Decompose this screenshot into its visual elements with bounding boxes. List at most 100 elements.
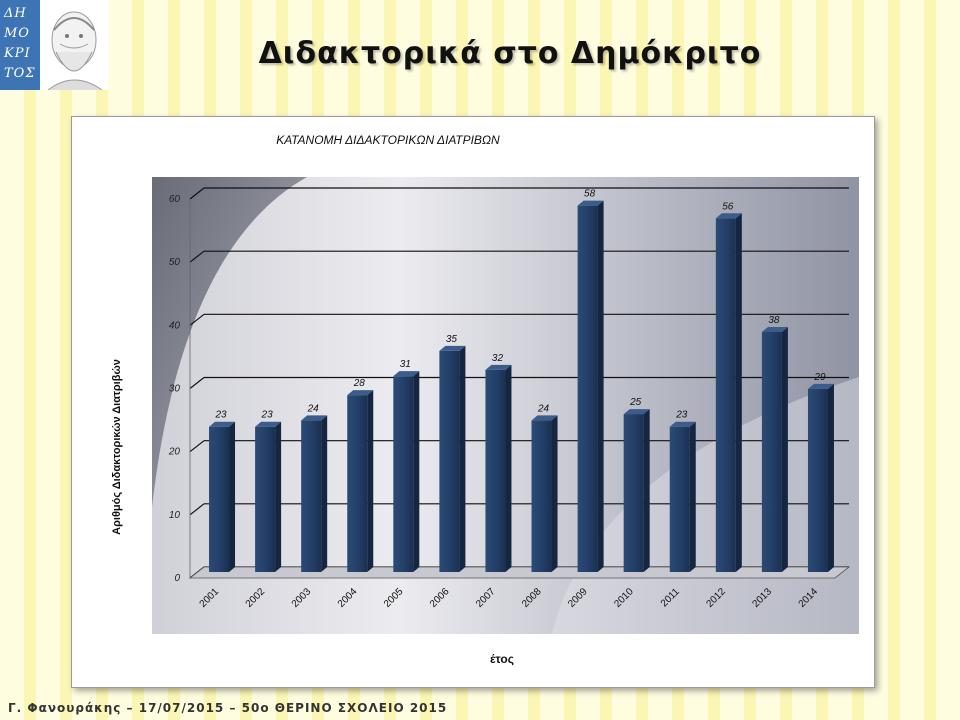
bar-chart: 23 23 24 28 31 35 32 24 58 25 23 56 38 29 0 10 20 30 40 50… [111, 133, 859, 666]
bar-front [761, 331, 782, 572]
bar-front [485, 369, 506, 572]
data-label: 32 [492, 353, 504, 364]
data-label: 23 [214, 410, 227, 421]
bar-top [301, 415, 328, 421]
bar-top [255, 421, 282, 427]
bar [715, 213, 742, 572]
bar-top [485, 364, 512, 370]
bar [255, 421, 282, 572]
bar [623, 409, 650, 572]
bar-top [439, 345, 466, 351]
x-axis-label: έτος [490, 652, 514, 666]
slide-title: Διδακτορικά στο Δημόκριτο [258, 36, 762, 71]
bar-side [643, 409, 650, 572]
gridline-diagonal [189, 250, 205, 263]
bar-side [597, 200, 604, 572]
bar-front [531, 420, 552, 572]
y-tick-label: 50 [169, 257, 181, 268]
gridline-diagonal [189, 377, 205, 389]
data-label: 24 [537, 403, 550, 414]
footer-text: Γ. Φανουράκης – 17/07/2015 – 50ο ΘΕΡΙΝΟ … [8, 701, 448, 715]
data-label: 31 [400, 359, 411, 370]
data-label: 35 [446, 334, 458, 345]
bar [807, 383, 834, 572]
chart-title: ΚΑΤΑΝΟΜΗ ΔΙΔΑΚΤΟΡΙΚΩΝ ΔΙΑΤΡΙΒΩΝ [276, 133, 500, 147]
bar [669, 421, 696, 572]
y-tick-label: 10 [169, 510, 181, 521]
data-label: 25 [629, 397, 642, 408]
y-tick-label: 20 [168, 447, 181, 458]
bar-top [531, 415, 558, 421]
bar-front [301, 420, 322, 572]
bar-front [807, 388, 828, 572]
y-tick-label: 40 [169, 320, 181, 331]
bar-front [439, 350, 460, 572]
gridline-diagonal [189, 313, 205, 326]
plot-swoosh [152, 177, 307, 507]
bar-front [255, 426, 276, 572]
bar-side [367, 390, 374, 572]
bar-top [623, 409, 650, 415]
bar [531, 415, 558, 572]
bar-side [689, 421, 696, 572]
y-tick-label: 0 [174, 573, 180, 584]
y-tick-label: 30 [169, 384, 181, 395]
data-label: 56 [722, 201, 734, 212]
bar-top [209, 421, 236, 427]
y-tick-labels: 0 10 20 30 40 50 60 [168, 194, 181, 584]
bar [301, 415, 328, 572]
bar-top [715, 213, 742, 219]
bar-side [735, 213, 742, 572]
bar [347, 390, 374, 572]
bar-front [577, 205, 598, 572]
bar-top [347, 390, 374, 396]
logo-line: ΜΟ [4, 26, 30, 41]
bar [209, 421, 236, 572]
bar-side [781, 326, 788, 572]
demokritos-logo: ΔΗ ΜΟ ΚΡΙ ΤΟΣ [0, 0, 108, 90]
bar-side [229, 421, 236, 572]
data-label: 23 [261, 410, 274, 421]
gridline-diagonal [189, 503, 205, 516]
data-label: 24 [307, 403, 320, 414]
bar-side [275, 421, 282, 572]
logo-panel: ΔΗ ΜΟ ΚΡΙ ΤΟΣ [0, 0, 40, 90]
bar [393, 371, 420, 572]
logo-line: ΤΟΣ [4, 66, 36, 81]
chart-floor [188, 566, 851, 579]
data-labels: 23 23 24 28 31 35 32 24 58 25 23 56 38 29 [214, 189, 825, 421]
y-tick-label: 60 [169, 194, 181, 205]
chart-frame: 23 23 24 28 31 35 32 24 58 25 23 56 38 29 0 10 20 30 40 50… [71, 116, 875, 688]
bar-front [669, 426, 690, 572]
democritus-bust-icon [47, 11, 103, 90]
bar-top [761, 326, 788, 332]
data-label: 28 [353, 378, 366, 389]
y-axis-label: Αριθμός Διδακτορικών Διατριβών [111, 359, 123, 535]
gridline-diagonal [189, 187, 205, 200]
bar-front [393, 376, 414, 572]
bar-side [551, 415, 558, 572]
bar-front [209, 426, 230, 572]
bar-top [669, 421, 696, 427]
bar [577, 200, 604, 572]
bar-side [827, 383, 834, 572]
data-label: 23 [675, 410, 688, 421]
bar-side [321, 415, 328, 572]
bar [439, 345, 466, 572]
bar-top [393, 371, 420, 377]
gridline-diagonal [189, 440, 205, 453]
logo-line: ΔΗ [4, 6, 27, 21]
data-label: 29 [813, 372, 826, 383]
bar [761, 326, 788, 572]
bar [485, 364, 512, 572]
bar-side [413, 371, 420, 572]
data-label: 58 [584, 189, 596, 200]
bar-side [505, 364, 512, 572]
bar-front [715, 218, 736, 572]
data-label: 38 [768, 315, 780, 326]
bar-top [577, 200, 604, 206]
bar-front [623, 414, 644, 572]
logo-line: ΚΡΙ [4, 46, 31, 61]
bars [209, 200, 834, 572]
bar-front [347, 395, 368, 572]
